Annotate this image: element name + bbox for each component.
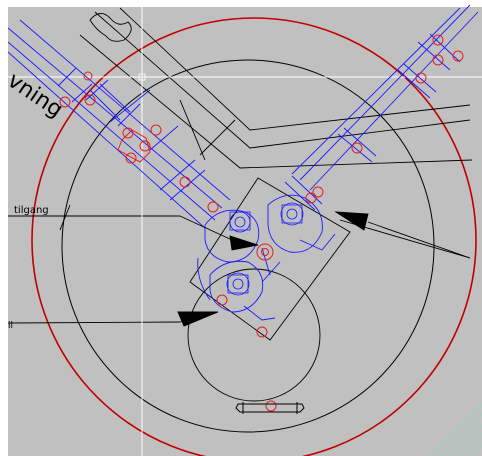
structure-lines [7, 7, 473, 341]
bottom-circle [187, 268, 321, 402]
top-edge-strip [0, 0, 482, 7]
red-markers [59, 34, 464, 412]
left-edge-strip [0, 0, 8, 456]
crosshair-pick-box [138, 73, 146, 81]
leader-arrows [177, 211, 471, 327]
label-left-edge: il [8, 321, 13, 331]
bottom-handle [235, 402, 305, 414]
outer-red-circle [31, 17, 477, 456]
corner-hatch [429, 403, 482, 456]
label-tilgang: tilgang [14, 205, 49, 216]
pump-details [226, 202, 304, 296]
pipe-network [7, 4, 479, 321]
inner-black-circle [61, 59, 435, 433]
